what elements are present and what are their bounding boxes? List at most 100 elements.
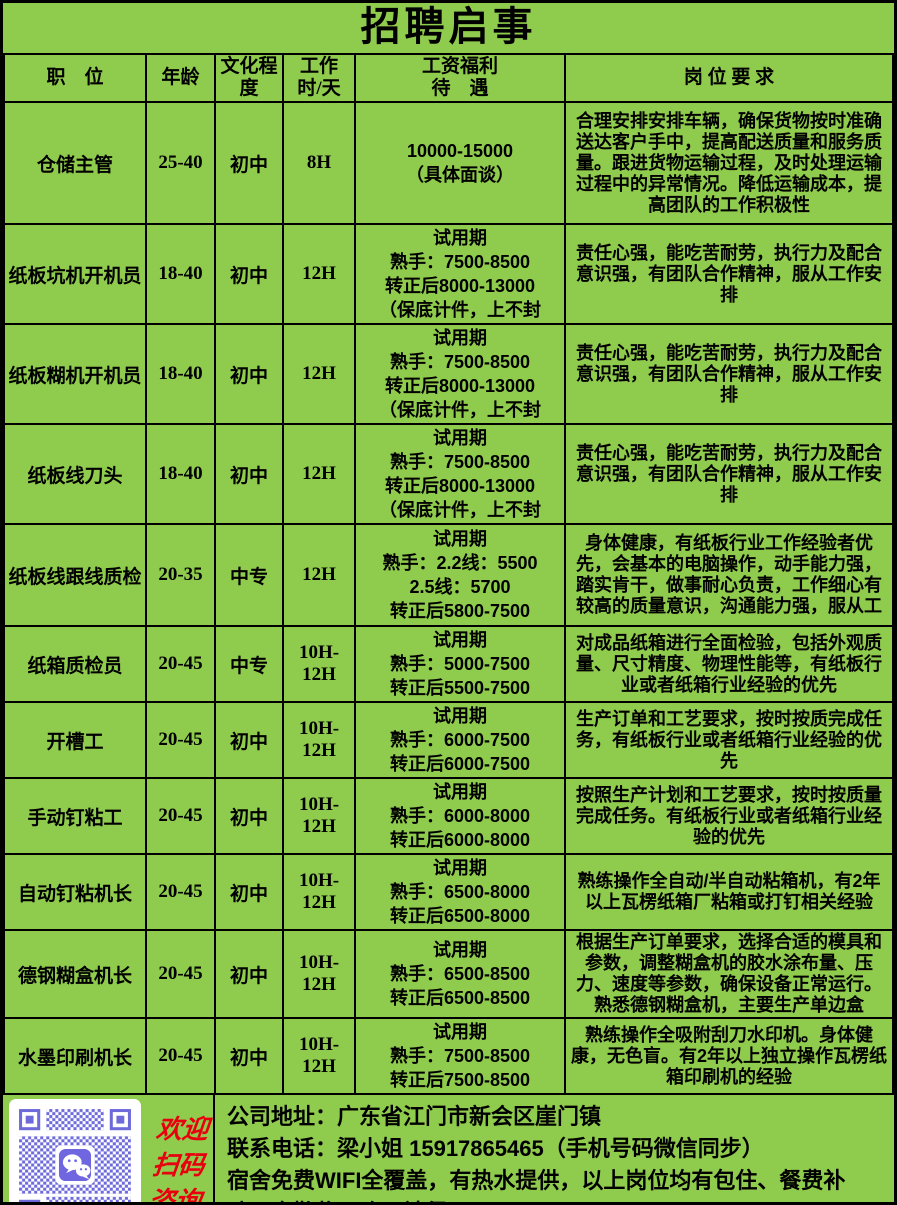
salary-cell: 试用期 熟手：5000-7500 转正后5500-7500 — [354, 625, 566, 703]
hours-cell: 12H — [282, 523, 356, 627]
salary-cell: 试用期 熟手：7500-8500 转正后8000-13000 （保底计件，上不封 — [354, 223, 566, 325]
requirements-cell: 合理安排安排车辆，确保货物按时准确送达客户手中，提高配送质量和服务质量。跟进货物… — [564, 101, 894, 225]
age-cell: 18-40 — [145, 423, 216, 525]
requirements-cell: 生产订单和工艺要求，按时按质完成任务，有纸板行业或者纸箱行业经验的优先 — [564, 701, 894, 779]
qr-code-icon — [13, 1102, 137, 1202]
table-row: 纸板坑机开机员 18-40 初中 12H 试用期 熟手：7500-8500 转正… — [3, 223, 894, 325]
table-row: 手动钉粘工 20-45 初中 10H- 12H 试用期 熟手：6000-8000… — [3, 777, 894, 855]
welcome-note: 欢迎 扫码 咨询 — [147, 1113, 210, 1205]
position-cell: 仓储主管 — [3, 101, 147, 225]
age-cell: 20-45 — [145, 701, 216, 779]
age-cell: 20-45 — [145, 625, 216, 703]
col-header-education: 文化程 度 — [214, 53, 284, 103]
salary-cell: 试用期 熟手：2.2线：5500 2.5线：5700 转正后5800-7500 — [354, 523, 566, 627]
position-cell: 自动钉粘机长 — [3, 853, 147, 931]
company-address: 公司地址：广东省江门市新会区崖门镇 — [227, 1104, 602, 1129]
position-cell: 纸板线跟线质检 — [3, 523, 147, 627]
position-cell: 纸板坑机开机员 — [3, 223, 147, 325]
col-header-position: 职 位 — [3, 53, 147, 103]
page-title: 招聘启事 — [360, 4, 537, 49]
education-cell: 初中 — [214, 223, 284, 325]
hours-cell: 8H — [282, 101, 356, 225]
position-cell: 德钢糊盒机长 — [3, 929, 147, 1019]
hours-cell: 10H- 12H — [282, 777, 356, 855]
education-cell: 初中 — [214, 323, 284, 425]
table-row: 纸板线跟线质检 20-35 中专 12H 试用期 熟手：2.2线：5500 2.… — [3, 523, 894, 627]
col-header-requirements: 岗 位 要 求 — [564, 53, 894, 103]
hours-cell: 10H- 12H — [282, 701, 356, 779]
requirements-cell: 根据生产订单要求，选择合适的模具和参数，调整糊盒机的胶水涂布量、压力、速度等参数… — [564, 929, 894, 1019]
position-cell: 纸箱质检员 — [3, 625, 147, 703]
age-cell: 20-35 — [145, 523, 216, 627]
table-row: 仓储主管 25-40 初中 8H 10000-15000 （具体面谈） 合理安排… — [3, 101, 894, 225]
qr-panel: 欢迎 扫码 咨询 — [3, 1095, 215, 1205]
requirements-cell: 对成品纸箱进行全面检验，包括外观质量、尺寸精度、物理性能等，有纸板行业或者纸箱行… — [564, 625, 894, 703]
table-row: 开槽工 20-45 初中 10H- 12H 试用期 熟手：6000-7500 转… — [3, 701, 894, 779]
age-cell: 20-45 — [145, 1017, 216, 1095]
col-header-hours: 工作 时/天 — [282, 53, 356, 103]
qr-finder-bottom-left — [19, 1199, 41, 1202]
hours-cell: 10H- 12H — [282, 625, 356, 703]
recruit-table: 职 位 年龄 文化程 度 工作 时/天 工资福利 待 遇 岗 位 要 求 仓储主… — [3, 53, 894, 1095]
requirements-cell: 责任心强，能吃苦耐劳，执行力及配合意识强，有团队合作精神，服从工作安排 — [564, 323, 894, 425]
hours-cell: 12H — [282, 423, 356, 525]
education-cell: 初中 — [214, 777, 284, 855]
hours-cell: 10H- 12H — [282, 853, 356, 931]
education-cell: 初中 — [214, 701, 284, 779]
salary-cell: 试用期 熟手：7500-8500 转正后8000-13000 （保底计件，上不封 — [354, 423, 566, 525]
table-row: 德钢糊盒机长 20-45 初中 10H- 12H 试用期 熟手：6500-850… — [3, 929, 894, 1019]
education-cell: 初中 — [214, 929, 284, 1019]
requirements-cell: 按照生产计划和工艺要求，按时按质量完成任务。有纸板行业或者纸箱行业经验的优先 — [564, 777, 894, 855]
age-cell: 20-45 — [145, 929, 216, 1019]
wechat-icon — [55, 1144, 95, 1185]
table-row: 纸箱质检员 20-45 中专 10H- 12H 试用期 熟手：5000-7500… — [3, 625, 894, 703]
qr-finder-top-right — [109, 1108, 131, 1130]
salary-cell: 试用期 熟手：6500-8500 转正后6500-8500 — [354, 929, 566, 1019]
age-cell: 25-40 — [145, 101, 216, 225]
hours-cell: 10H- 12H — [282, 1017, 356, 1095]
col-header-age: 年龄 — [145, 53, 216, 103]
age-cell: 20-45 — [145, 777, 216, 855]
salary-cell: 试用期 熟手：6500-8000 转正后6500-8000 — [354, 853, 566, 931]
footer: 欢迎 扫码 咨询 公司地址：广东省江门市新会区崖门镇 联系电话：梁小姐 1591… — [3, 1095, 894, 1205]
education-cell: 初中 — [214, 853, 284, 931]
table-row: 水墨印刷机长 20-45 初中 10H- 12H 试用期 熟手：7500-850… — [3, 1017, 894, 1095]
contact-panel: 公司地址：广东省江门市新会区崖门镇 联系电话：梁小姐 15917865465（手… — [215, 1095, 894, 1202]
salary-cell: 试用期 熟手：7500-8500 转正后8000-13000 （保底计件，上不封 — [354, 323, 566, 425]
table-row: 纸板线刀头 18-40 初中 12H 试用期 熟手：7500-8500 转正后8… — [3, 423, 894, 525]
requirements-cell: 熟练操作全吸附刮刀水印机。身体健康，无色盲。有2年以上独立操作瓦楞纸箱印刷机的经… — [564, 1017, 894, 1095]
age-cell: 18-40 — [145, 223, 216, 325]
requirements-cell: 熟练操作全自动/半自动粘箱机，有2年以上瓦楞纸箱厂粘箱或打钉相关经验 — [564, 853, 894, 931]
education-cell: 中专 — [214, 625, 284, 703]
education-cell: 初中 — [214, 423, 284, 525]
position-cell: 手动钉粘工 — [3, 777, 147, 855]
salary-cell: 试用期 熟手：6000-8000 转正后6000-8000 — [354, 777, 566, 855]
position-cell: 纸板线刀头 — [3, 423, 147, 525]
education-cell: 初中 — [214, 1017, 284, 1095]
requirements-cell: 身体健康，有纸板行业工作经验者优先，会基本的电脑操作，动手能力强，踏实肯干，做事… — [564, 523, 894, 627]
table-row: 自动钉粘机长 20-45 初中 10H- 12H 试用期 熟手：6500-800… — [3, 853, 894, 931]
education-cell: 初中 — [214, 101, 284, 225]
hours-cell: 12H — [282, 323, 356, 425]
position-cell: 开槽工 — [3, 701, 147, 779]
benefits-note: 宿舍免费WIFI全覆盖，有热水提供，以上岗位均有包住、餐费补助、全勤奖、购买社保 — [227, 1168, 846, 1202]
position-cell: 纸板糊机开机员 — [3, 323, 147, 425]
table-row: 纸板糊机开机员 18-40 初中 12H 试用期 熟手：7500-8500 转正… — [3, 323, 894, 425]
contact-phone: 联系电话：梁小姐 15917865465（手机号码微信同步） — [227, 1136, 764, 1161]
qr-code-card — [9, 1098, 141, 1202]
table-header-row: 职 位 年龄 文化程 度 工作 时/天 工资福利 待 遇 岗 位 要 求 — [3, 53, 894, 103]
requirements-cell: 责任心强，能吃苦耐劳，执行力及配合意识强，有团队合作精神，服从工作安排 — [564, 423, 894, 525]
hours-cell: 10H- 12H — [282, 929, 356, 1019]
age-cell: 20-45 — [145, 853, 216, 931]
salary-cell: 试用期 熟手：7500-8500 转正后7500-8500 — [354, 1017, 566, 1095]
education-cell: 中专 — [214, 523, 284, 627]
position-cell: 水墨印刷机长 — [3, 1017, 147, 1095]
hours-cell: 12H — [282, 223, 356, 325]
salary-cell: 10000-15000 （具体面谈） — [354, 101, 566, 225]
salary-cell: 试用期 熟手：6000-7500 转正后6000-7500 — [354, 701, 566, 779]
age-cell: 18-40 — [145, 323, 216, 425]
requirements-cell: 责任心强，能吃苦耐劳，执行力及配合意识强，有团队合作精神，服从工作安排 — [564, 223, 894, 325]
col-header-salary: 工资福利 待 遇 — [354, 53, 566, 103]
qr-finder-top-left — [19, 1108, 41, 1130]
